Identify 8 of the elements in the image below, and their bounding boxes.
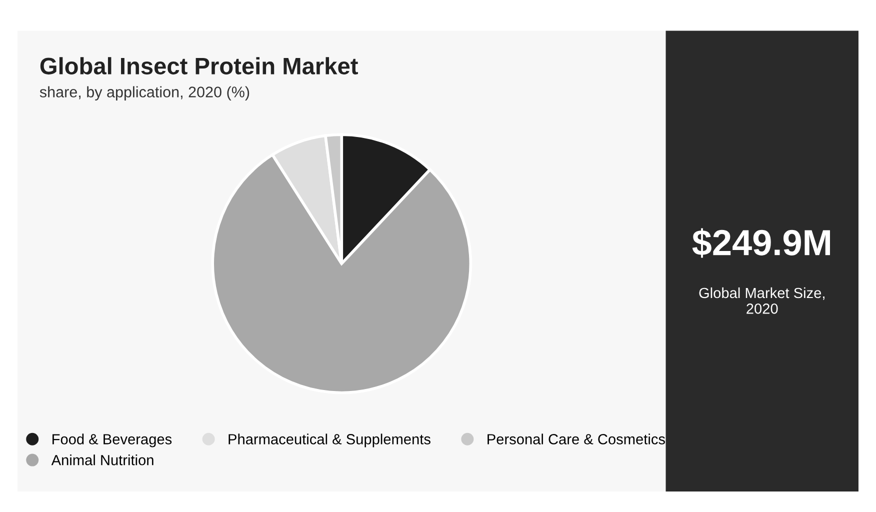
chart-subtitle: share, by application, 2020 (%) — [40, 86, 250, 100]
chart-title: Global Insect Protein Market — [40, 57, 358, 74]
legend-label: Food & Beverages — [52, 434, 172, 448]
legend-label: Pharmaceutical & Supplements — [228, 434, 430, 448]
text: Global Market Size, 2020 — [699, 287, 824, 314]
legend-label: Personal Care & Cosmetics — [488, 434, 665, 444]
legend-label: Animal Nutrition — [51, 454, 154, 466]
text: $249.9M — [692, 228, 830, 258]
